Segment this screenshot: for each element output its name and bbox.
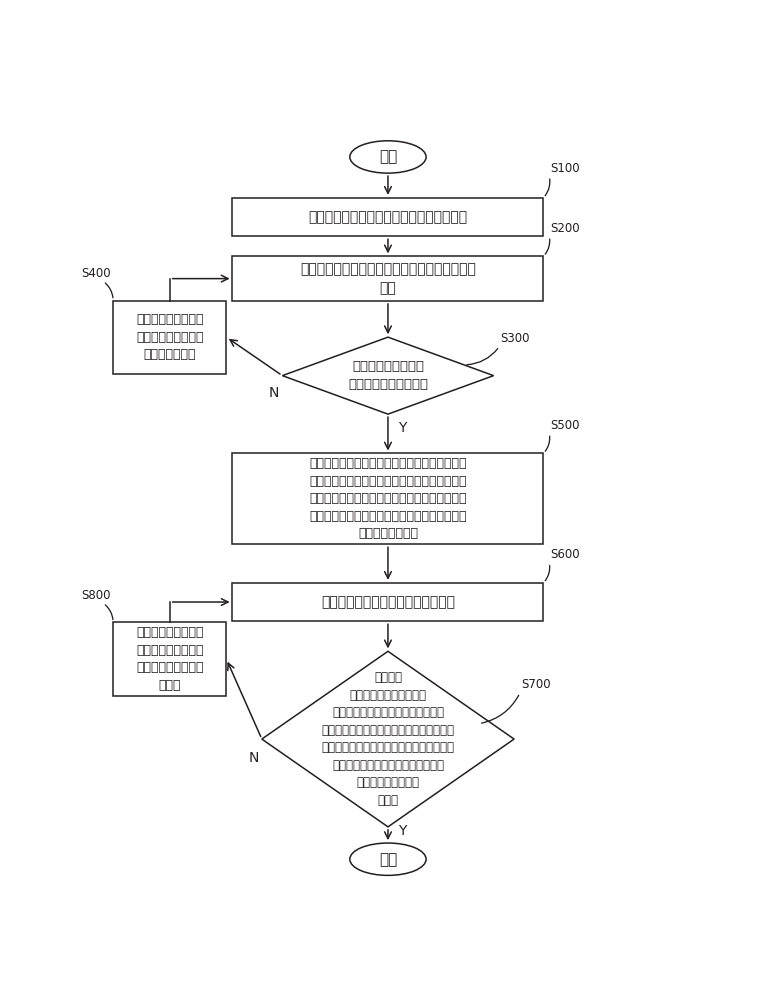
Text: 根据当前支撑力值，
伸长或缩短不满足预
设条件的一根或多根
支撑件: 根据当前支撑力值， 伸长或缩短不满足预 设条件的一根或多根 支撑件 — [136, 626, 204, 692]
Polygon shape — [262, 651, 514, 827]
Text: 根据当前倾斜角度值
，伸长或缩短任意一
根或多根支撑件: 根据当前倾斜角度值 ，伸长或缩短任意一 根或多根支撑件 — [136, 313, 204, 361]
Text: S200: S200 — [550, 222, 580, 235]
Bar — [232, 453, 544, 544]
Text: 判断当前倾斜角度值
是否在预设角度范围内: 判断当前倾斜角度值 是否在预设角度范围内 — [348, 360, 428, 391]
Text: S600: S600 — [550, 548, 580, 561]
Text: 判定每根
支撑件的当前支撑力值与
支撑力理论值的相对关系是否均满足
预设条件，或整车相对于水平面的当前倾斜
角度值达到所述预设角度范围的临界值或满
足预设条件的: 判定每根 支撑件的当前支撑力值与 支撑力理论值的相对关系是否均满足 预设条件，或… — [322, 671, 454, 807]
Text: S100: S100 — [550, 162, 580, 175]
Ellipse shape — [350, 843, 426, 875]
Text: 控制消防车整车被至少四根支撑件支撑起来: 控制消防车整车被至少四根支撑件支撑起来 — [308, 210, 468, 224]
Text: Y: Y — [398, 421, 407, 435]
Text: S300: S300 — [500, 332, 530, 345]
Text: Y: Y — [398, 824, 407, 838]
Text: 结束: 结束 — [378, 852, 397, 867]
Polygon shape — [282, 337, 494, 414]
Bar — [232, 198, 544, 236]
Text: S700: S700 — [521, 678, 551, 691]
Text: S500: S500 — [550, 419, 580, 432]
Bar — [113, 301, 226, 374]
Bar — [232, 583, 544, 621]
Text: 在消防车整车相对于水平面的当前倾斜角度值达
到预设角度范围内的初始时刻，获取每根支撑件
的初始支撑力值，并根据初始支撑力值、消防车
整车的重量和各支撑件的空间位: 在消防车整车相对于水平面的当前倾斜角度值达 到预设角度范围内的初始时刻，获取每根… — [309, 457, 467, 540]
Text: N: N — [269, 386, 279, 400]
Text: N: N — [248, 751, 259, 765]
Ellipse shape — [350, 141, 426, 173]
Text: S400: S400 — [81, 267, 111, 280]
Bar — [113, 622, 226, 696]
Text: 开始: 开始 — [378, 149, 397, 164]
Text: S800: S800 — [81, 589, 111, 602]
Bar — [232, 256, 544, 301]
Text: 实时获取消防车整车相对于水平面的当前倾斜角
度值: 实时获取消防车整车相对于水平面的当前倾斜角 度值 — [300, 262, 476, 295]
Text: 实时获取每根支撑件的当前支撑力值: 实时获取每根支撑件的当前支撑力值 — [321, 595, 455, 609]
